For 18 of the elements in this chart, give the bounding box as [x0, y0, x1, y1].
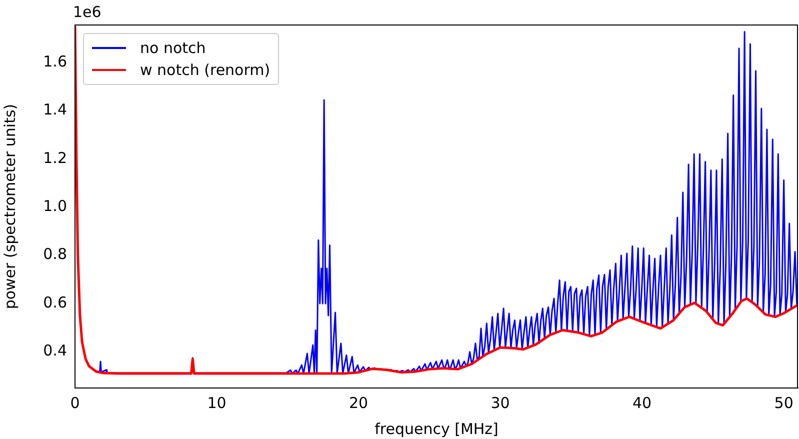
y-tick-label: 1.6: [43, 52, 67, 70]
text: 1e6: [73, 3, 102, 21]
x-tick-label: 40: [632, 394, 652, 412]
y-tick-label: 0.6: [43, 293, 67, 312]
y-tick-label: 1.4: [43, 100, 67, 119]
legend-label: w notch (renorm): [140, 61, 270, 79]
x-tick-label: 50: [774, 394, 794, 412]
x-tick-label: 20: [348, 394, 368, 412]
y-tick-label: 0.4: [43, 342, 67, 360]
x-tick-label: 30: [490, 394, 510, 412]
y-tick-label: 1.0: [43, 196, 67, 215]
x-axis-title: frequency [MHz]: [374, 420, 498, 438]
y-axis-title: power (spectrometer units): [0, 104, 19, 310]
x-tick-label: 10: [207, 394, 226, 412]
y-tick-label: 1.2: [43, 148, 67, 167]
legend-label: no notch: [140, 39, 206, 57]
x-tick-label: 0: [70, 394, 80, 412]
y-tick-label: 0.8: [43, 245, 67, 264]
